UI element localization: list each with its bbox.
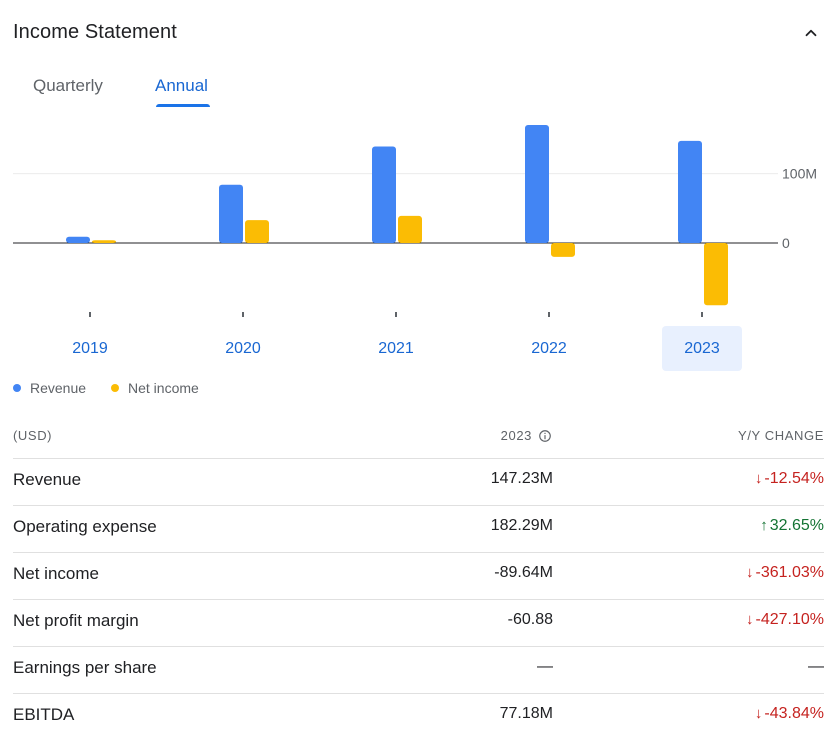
row-label: EBITDA [13, 705, 75, 724]
tab-annual[interactable]: Annual [155, 76, 208, 95]
y-tick-label: 0 [782, 235, 790, 251]
table-row-net-income: Net income -89.64M ↓ -361.03% [13, 552, 824, 599]
arrow-down-icon: ↓ [746, 611, 754, 628]
year-button[interactable]: 2022 [531, 340, 567, 357]
year-button[interactable]: 2021 [378, 340, 414, 357]
arrow-up-icon: ↑ [760, 517, 768, 534]
row-value: -60.88 [507, 611, 553, 628]
income-bar-chart: 100M 0 [13, 125, 817, 317]
row-value: 182.29M [490, 517, 553, 534]
legend-label: Revenue [30, 380, 87, 396]
legend-item-net-income: Net income [111, 378, 199, 398]
table-row-ebitda: EBITDA 77.18M ↓ -43.84% [13, 693, 824, 740]
row-value: 77.18M [499, 705, 553, 722]
row-label: Earnings per share [13, 658, 157, 677]
legend-label: Net income [128, 380, 199, 396]
change-value: -427.10% [755, 611, 825, 628]
row-change: ↑ 32.65% [760, 517, 824, 535]
table-header: (USD) 2023 Y/Y CHANGE [13, 428, 824, 448]
row-value: — [537, 658, 553, 675]
table-row-operating-expense: Operating expense 182.29M ↑ 32.65% [13, 505, 824, 552]
year-button[interactable]: 2019 [72, 340, 108, 357]
row-label: Net profit margin [13, 611, 139, 630]
row-change: ↓ -43.84% [755, 705, 824, 723]
table-row-revenue: Revenue 147.23M ↓ -12.54% [13, 458, 824, 505]
row-change: — [808, 658, 824, 675]
arrow-down-icon: ↓ [754, 470, 763, 487]
income-table: Revenue 147.23M ↓ -12.54% Operating expen… [13, 458, 824, 740]
net-income-bar [551, 243, 575, 257]
net-income-bar [398, 215, 422, 243]
row-change: ↓ -12.54% [755, 470, 824, 488]
tab-selected-indicator [156, 104, 210, 107]
legend-item-revenue: Revenue [13, 378, 86, 398]
card-header: Income Statement [13, 18, 826, 48]
row-value: 147.23M [490, 470, 553, 487]
card-title: Income Statement [13, 21, 177, 43]
revenue-dot-icon [13, 384, 21, 392]
net-income-bar [245, 220, 269, 243]
row-label: Net income [13, 564, 99, 583]
year-header: 2023 [501, 428, 552, 443]
change-value: -43.84% [764, 705, 824, 722]
revenue-bar [678, 140, 702, 243]
year-button-selected[interactable]: 2023 [662, 326, 742, 371]
change-value: 32.65% [769, 517, 824, 534]
tab-quarterly[interactable]: Quarterly [33, 76, 103, 95]
change-value: -12.54% [764, 470, 824, 487]
revenue-bar [66, 236, 90, 243]
row-label: Operating expense [13, 517, 157, 536]
revenue-bar [525, 125, 549, 243]
chevron-up-icon[interactable] [802, 24, 820, 42]
year-header-label: 2023 [500, 428, 532, 443]
table-row-net-profit-margin: Net profit margin -60.88 ↓ -427.10% [13, 599, 824, 646]
net-income-bar [704, 243, 728, 306]
revenue-bar [219, 184, 243, 243]
row-value: -89.64M [494, 564, 553, 581]
year-button[interactable]: 2020 [225, 340, 261, 357]
change-value: -361.03% [755, 564, 825, 581]
change-header: Y/Y CHANGE [738, 428, 824, 443]
net-income-dot-icon [111, 384, 119, 392]
row-change: ↓ -427.10% [746, 611, 824, 629]
arrow-down-icon: ↓ [746, 564, 754, 581]
table-row-eps: Earnings per share — — [13, 646, 824, 693]
row-change: ↓ -361.03% [746, 564, 824, 582]
revenue-bar [372, 146, 396, 243]
row-label: Revenue [13, 470, 82, 489]
info-icon[interactable] [538, 429, 552, 443]
net-income-bar [92, 240, 116, 243]
currency-header: (USD) [13, 428, 53, 443]
y-tick-label: 100M [782, 166, 817, 182]
arrow-down-icon: ↓ [754, 705, 763, 722]
